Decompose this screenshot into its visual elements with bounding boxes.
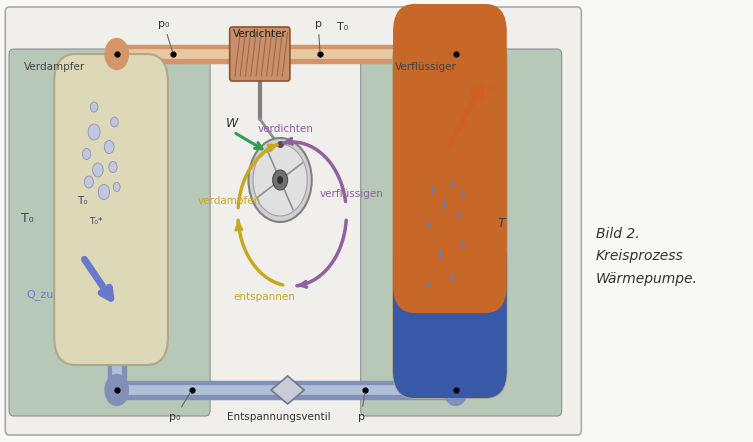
Text: T₀: T₀ <box>337 22 349 32</box>
Circle shape <box>444 38 467 69</box>
Text: verdichten: verdichten <box>258 124 313 134</box>
Text: verdampfen: verdampfen <box>197 196 261 206</box>
Circle shape <box>444 374 467 405</box>
Polygon shape <box>271 376 304 404</box>
Circle shape <box>277 176 283 184</box>
Text: Q_zu: Q_zu <box>26 289 53 300</box>
Circle shape <box>83 149 90 160</box>
FancyBboxPatch shape <box>54 54 168 365</box>
FancyBboxPatch shape <box>230 27 290 81</box>
FancyBboxPatch shape <box>361 49 562 416</box>
Text: Verflüssiger: Verflüssiger <box>395 62 457 72</box>
Circle shape <box>248 138 312 222</box>
Circle shape <box>253 144 307 216</box>
Text: W: W <box>226 117 238 130</box>
Text: Entspannungsventil: Entspannungsventil <box>227 412 331 422</box>
Circle shape <box>104 141 114 153</box>
Text: T: T <box>497 217 505 230</box>
FancyBboxPatch shape <box>393 4 507 313</box>
Text: Verdichter: Verdichter <box>233 29 287 39</box>
Circle shape <box>273 170 288 190</box>
Text: Verdampfer: Verdampfer <box>24 62 85 72</box>
FancyBboxPatch shape <box>5 7 581 435</box>
FancyBboxPatch shape <box>393 32 507 398</box>
Circle shape <box>113 183 120 191</box>
Text: p: p <box>315 19 322 51</box>
Text: T₀: T₀ <box>77 196 87 206</box>
Text: verflüssigen: verflüssigen <box>320 189 384 199</box>
Circle shape <box>98 184 110 199</box>
Text: p₀: p₀ <box>158 19 172 51</box>
FancyBboxPatch shape <box>393 232 507 398</box>
Circle shape <box>84 176 93 188</box>
FancyBboxPatch shape <box>9 49 210 416</box>
Circle shape <box>93 163 103 177</box>
Circle shape <box>105 374 128 405</box>
Text: entspannen: entspannen <box>233 292 295 302</box>
Text: T₀: T₀ <box>21 212 34 225</box>
Text: Bild 2.
Kreisprozess
Wärmepumpe.: Bild 2. Kreisprozess Wärmepumpe. <box>596 227 697 286</box>
Circle shape <box>88 124 100 140</box>
Circle shape <box>108 161 117 172</box>
Circle shape <box>111 117 118 127</box>
Text: p₀: p₀ <box>169 392 191 422</box>
Circle shape <box>90 102 98 112</box>
Text: T₀*: T₀* <box>89 217 102 226</box>
Text: p: p <box>358 393 364 422</box>
Text: Q_ab: Q_ab <box>473 82 501 93</box>
Circle shape <box>105 38 128 69</box>
